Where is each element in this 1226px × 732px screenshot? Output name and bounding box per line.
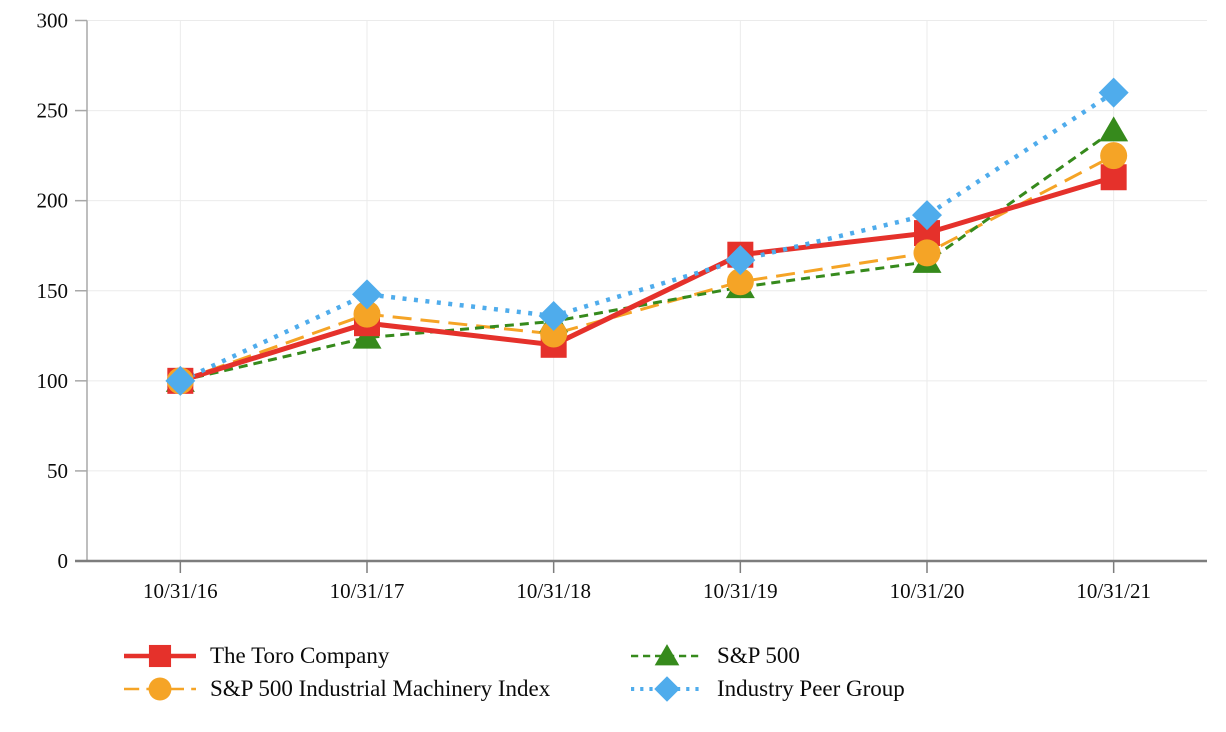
x-tick-label: 10/31/16: [143, 579, 218, 603]
sp500-line-swatch: [631, 643, 703, 665]
series-markers: [165, 77, 1129, 396]
x-tick-label: 10/31/19: [703, 579, 778, 603]
series-line: [179, 174, 1115, 384]
y-tick-label: 50: [47, 459, 68, 483]
y-tick-label: 150: [37, 279, 69, 303]
industry-peer-group-line-swatch: [631, 675, 703, 702]
series-line: [179, 129, 1115, 383]
y-tick-label: 300: [37, 9, 69, 33]
legend-label-industry-peer-group: Industry Peer Group: [717, 675, 905, 701]
legend-label-sp500-industrial-machinery: S&P 500 Industrial Machinery Index: [210, 675, 551, 701]
legend-item-toro: The Toro Company: [123, 640, 630, 671]
x-tick-label: 10/31/18: [516, 579, 591, 603]
series-line: [179, 154, 1115, 383]
legend-item-sp500: S&P 500: [630, 640, 905, 671]
y-tick-label: 0: [58, 549, 69, 573]
legend-item-industry-peer-group: Industry Peer Group: [630, 673, 905, 704]
series-markers: [166, 142, 1128, 395]
legend-item-sp500-industrial-machinery: S&P 500 Industrial Machinery Index: [123, 673, 630, 704]
x-tick-label: 10/31/17: [330, 579, 405, 603]
toro-line-swatch: [124, 644, 196, 667]
x-tick-label: 10/31/21: [1076, 579, 1151, 603]
legend-label-toro: The Toro Company: [210, 642, 390, 668]
y-tick-label: 200: [37, 189, 69, 213]
y-tick-label: 100: [37, 369, 69, 393]
x-tick-label: 10/31/20: [890, 579, 965, 603]
sp500-industrial-machinery-line-swatch: [124, 677, 196, 700]
series-line: [179, 90, 1115, 383]
chart-legend: The Toro Company S&P 500 S&P 500 Industr…: [123, 640, 905, 704]
legend-label-sp500: S&P 500: [717, 642, 800, 668]
series-markers: [165, 116, 1129, 392]
series-markers: [167, 164, 1127, 394]
y-tick-label: 250: [37, 99, 69, 123]
